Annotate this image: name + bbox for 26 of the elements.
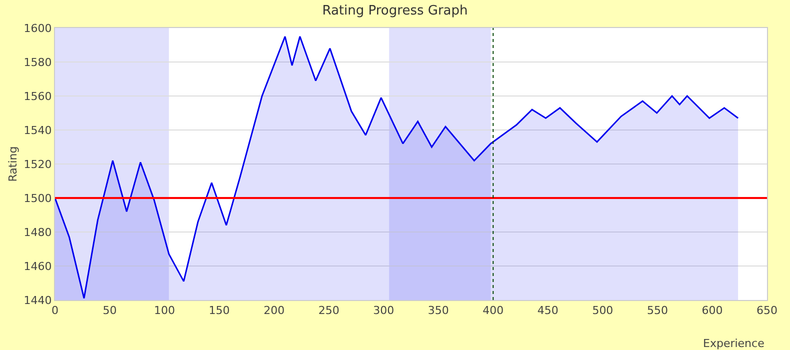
x-tick-label: 250	[318, 304, 340, 318]
x-axis-title: Experience	[703, 337, 765, 350]
x-tick-label: 50	[102, 304, 117, 318]
x-tick-label: 150	[208, 304, 230, 318]
y-tick-label: 1580	[24, 56, 52, 69]
x-tick-label: 600	[702, 304, 723, 318]
y-tick-label: 1460	[24, 260, 52, 273]
x-tick-label: 550	[646, 304, 668, 318]
x-tick-label: 400	[482, 304, 504, 318]
y-tick-label: 1600	[24, 22, 52, 35]
x-tick-label: 300	[373, 304, 394, 318]
y-tick-label: 1480	[24, 226, 52, 239]
y-axis-title: Rating	[6, 146, 20, 182]
chart-title: Rating Progress Graph	[322, 3, 468, 18]
x-tick-label: 650	[756, 304, 778, 318]
y-tick-label: 1500	[24, 192, 52, 205]
x-tick-label: 450	[537, 304, 558, 318]
x-tick-label: 500	[592, 304, 614, 318]
x-tick-label: 350	[428, 304, 449, 318]
y-tick-label: 1520	[24, 158, 52, 171]
y-tick-label: 1440	[24, 294, 52, 307]
x-tick-label: 100	[154, 304, 176, 318]
y-tick-label: 1540	[24, 124, 52, 137]
y-tick-label: 1560	[24, 90, 52, 103]
x-tick-label: 200	[264, 304, 285, 318]
x-tick-label: 0	[52, 304, 58, 318]
